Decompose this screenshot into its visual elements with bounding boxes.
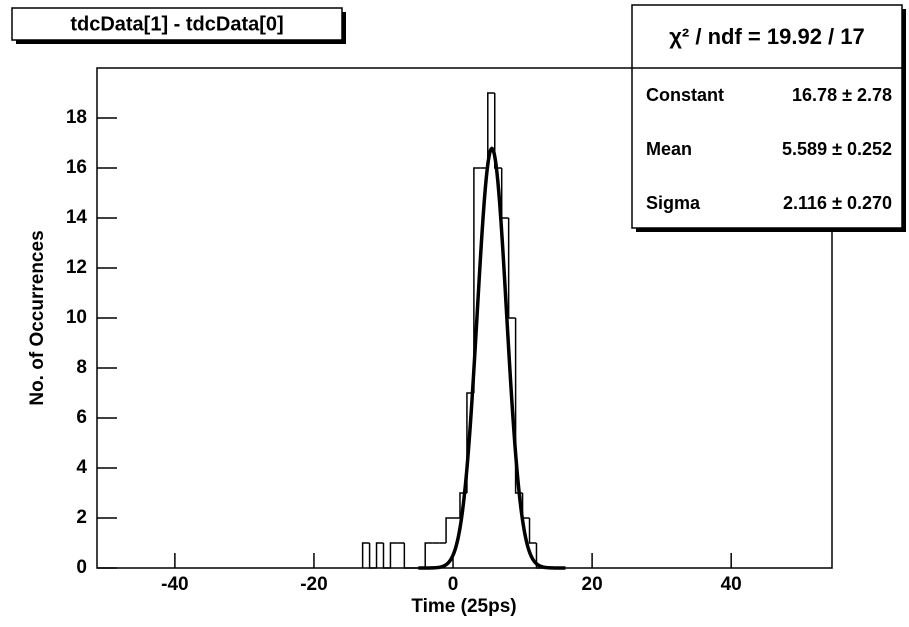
title-box [11,7,343,41]
stats-chi2: χ² / ndf = 19.92 / 17 [669,24,864,49]
histogram-bin [382,543,391,569]
x-tick-label: -20 [300,574,327,595]
stats-box [631,4,903,229]
histogram-bin [445,517,454,543]
plot-area [97,92,732,570]
histogram-bin [507,218,516,319]
histogram-bin [361,542,370,568]
y-tick-label: 16 [66,157,87,178]
histogram-bin [389,542,398,568]
y-tick-label: 6 [76,407,87,428]
stats-value: 2.116 ± 0.270 [783,193,892,213]
y-tick-label: 8 [76,357,87,378]
stats-name: Sigma [646,193,701,213]
y-axis-title: No. of Occurrences [27,230,48,405]
x-tick-label: -40 [161,574,188,595]
stats-name: Mean [646,139,692,159]
histogram-bin [375,542,384,568]
y-tick-label: 12 [66,257,87,278]
histogram-bin [473,167,481,393]
y-tick-label: 14 [66,207,88,228]
x-tick-label: 0 [448,574,459,595]
stats-value: 5.589 ± 0.252 [782,139,892,159]
y-tick-label: 10 [66,307,87,328]
x-axis-title: Time (25ps) [411,596,516,617]
stats-value: 16.78 ± 2.78 [792,85,892,105]
x-tick-label: 20 [582,574,603,595]
histogram-bin [487,92,495,168]
chart-title: tdcData[1] - tdcData[0] [70,13,283,35]
stats-name: Constant [646,85,724,105]
y-tick-label: 4 [76,457,87,478]
histogram-bin [368,543,377,569]
y-tick-label: 18 [66,107,87,128]
histogram-bin [403,543,412,569]
y-tick-label: 0 [76,557,87,578]
x-tick-label: 40 [721,574,742,595]
histogram-bin [424,542,433,568]
fit-curve [418,146,566,570]
histogram-bin [528,518,537,544]
y-tick-label: 2 [76,507,87,528]
